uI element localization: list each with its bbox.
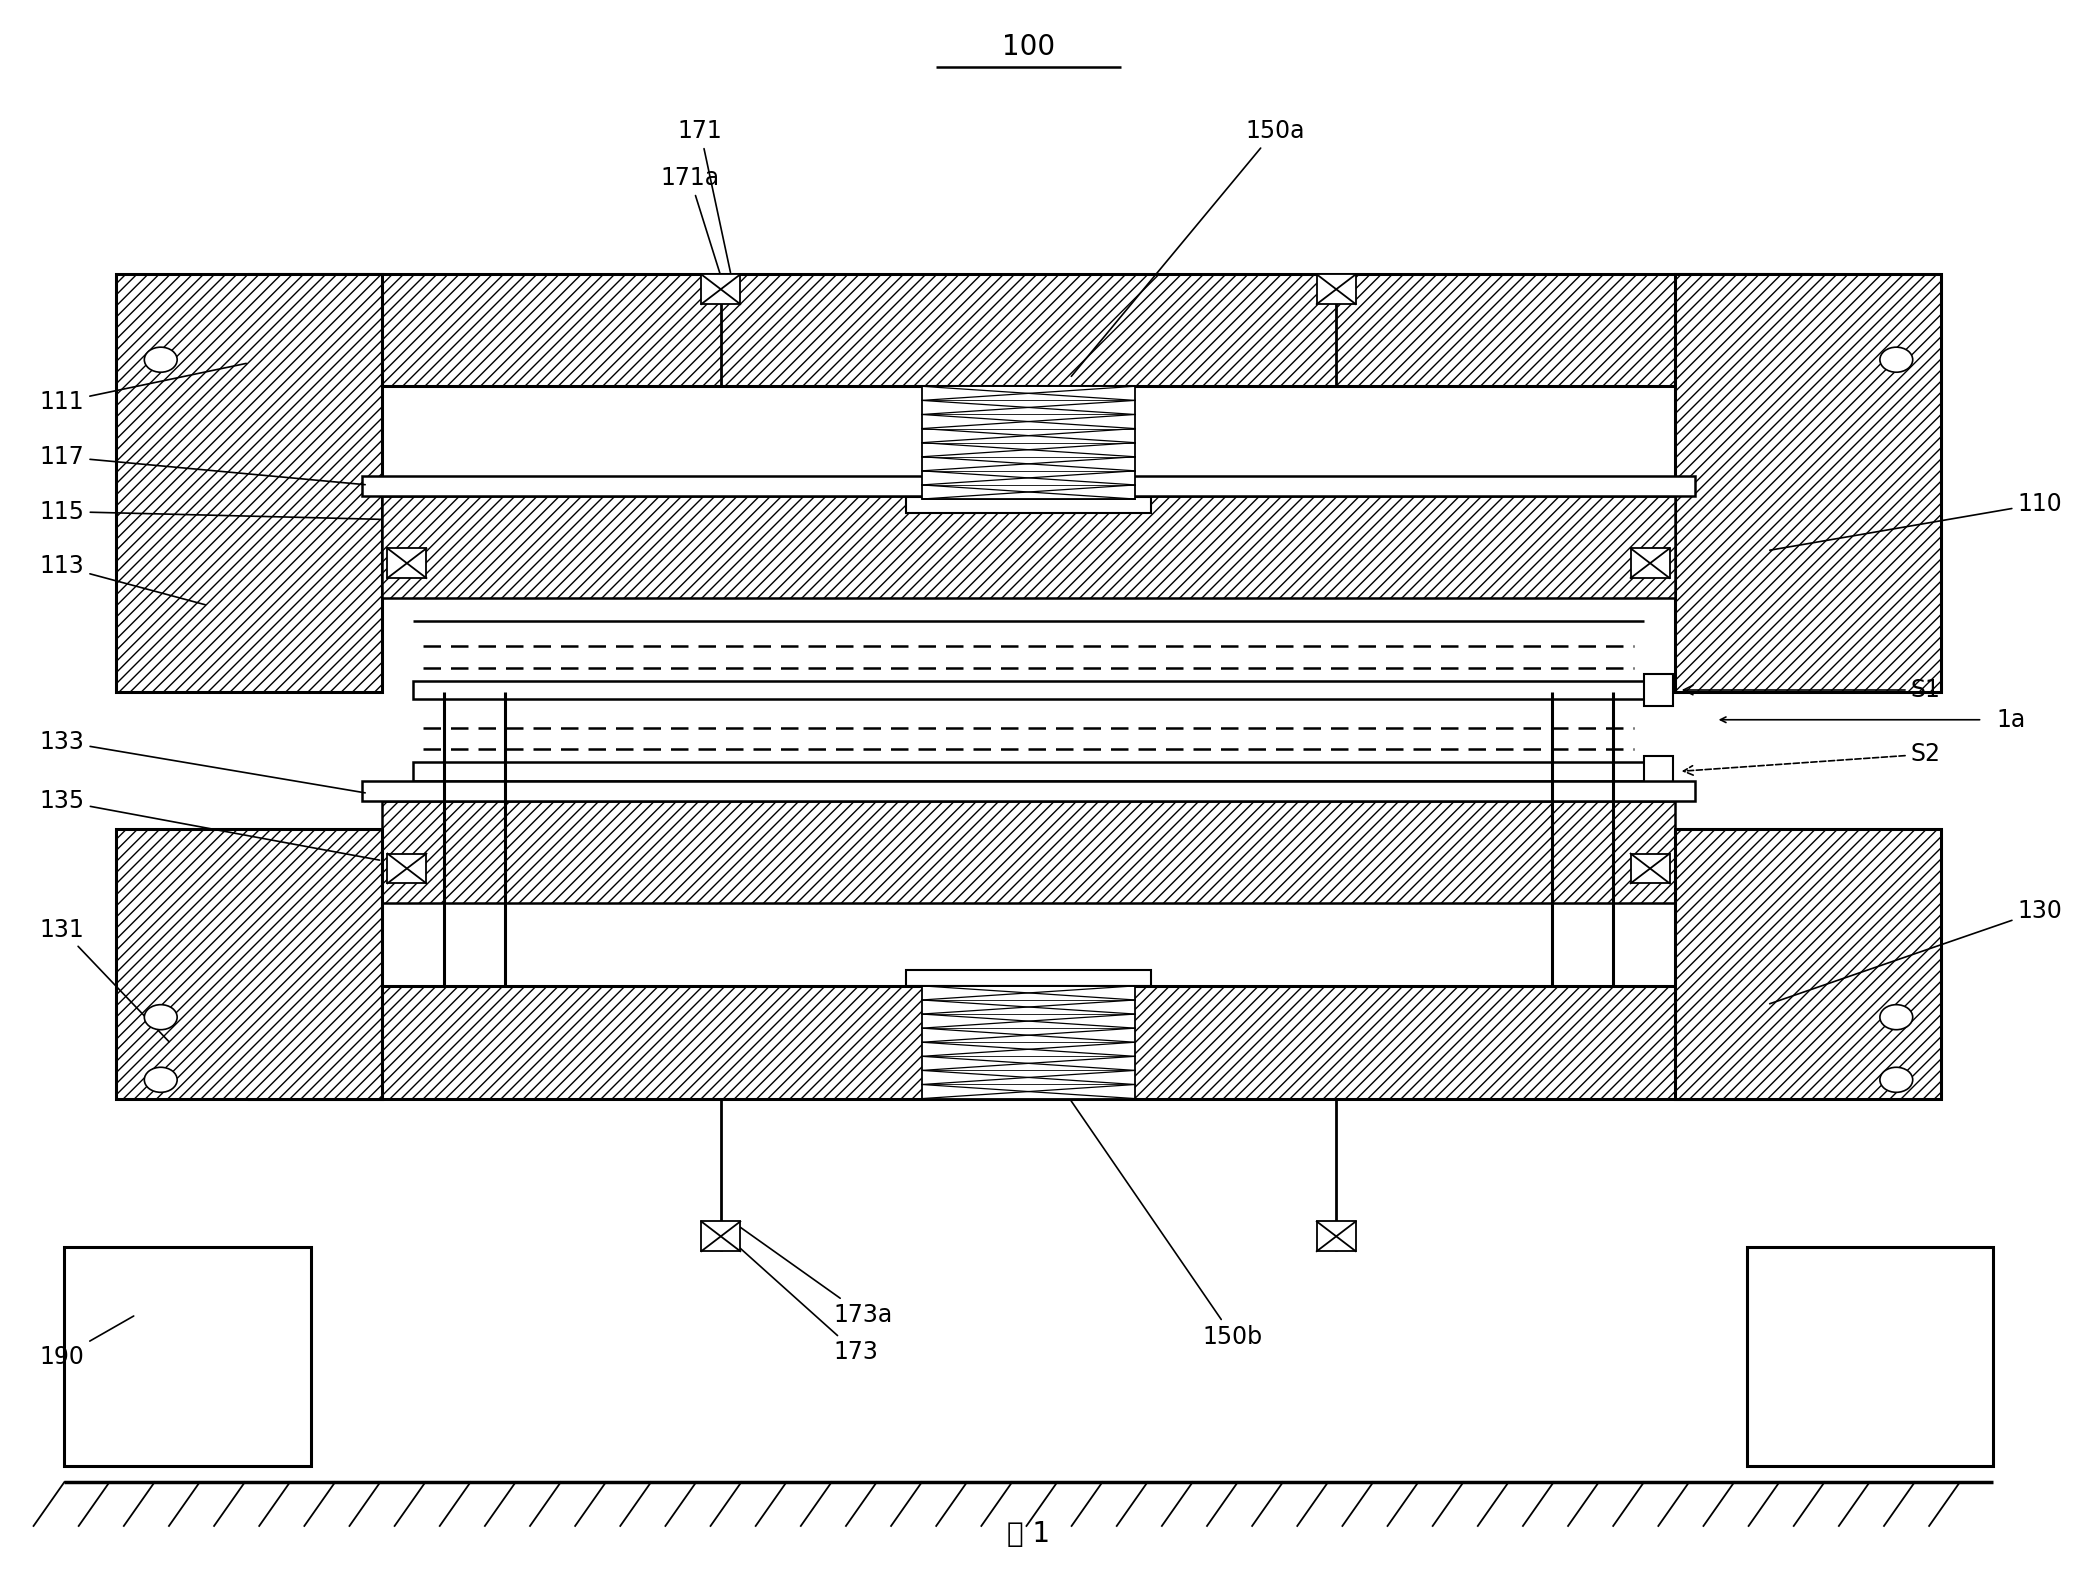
Text: 150b: 150b (1072, 1101, 1262, 1348)
Bar (413, 680, 1644, 699)
Bar (249, 987, 1808, 1098)
Text: 1a: 1a (1996, 709, 2025, 732)
Circle shape (1880, 1067, 1913, 1092)
Bar (906, 971, 1151, 987)
Text: 100: 100 (1001, 33, 1055, 61)
Text: 173: 173 (730, 1238, 879, 1364)
Text: 171: 171 (678, 119, 730, 272)
Text: 133: 133 (39, 729, 365, 793)
Text: 173a: 173a (734, 1222, 893, 1326)
Bar (388, 548, 427, 578)
Bar (922, 987, 1136, 1098)
Text: 115: 115 (39, 500, 379, 523)
Bar (906, 498, 1151, 514)
Bar (922, 386, 1136, 500)
Bar (363, 781, 1696, 801)
Bar (701, 1222, 740, 1251)
Text: S2: S2 (1683, 742, 1940, 775)
Bar (363, 476, 1696, 496)
Text: 113: 113 (39, 555, 205, 605)
Bar (249, 273, 1808, 386)
Text: 111: 111 (39, 363, 247, 415)
Bar (64, 1247, 311, 1466)
Circle shape (145, 1067, 176, 1092)
Bar (1644, 674, 1673, 705)
Bar (1675, 273, 1942, 691)
Text: 150a: 150a (1072, 119, 1304, 377)
Bar (381, 801, 1675, 903)
Bar (1631, 853, 1669, 883)
Bar (1631, 548, 1669, 578)
Bar (116, 273, 381, 691)
Bar (1644, 756, 1673, 787)
Bar (1675, 829, 1942, 1098)
Bar (381, 496, 1675, 597)
Text: S1: S1 (1683, 679, 1940, 702)
Bar (701, 275, 740, 305)
Bar (413, 762, 1644, 781)
Circle shape (145, 347, 176, 372)
Text: 171a: 171a (661, 167, 723, 286)
Bar (1748, 1247, 1992, 1466)
Bar (1316, 1222, 1356, 1251)
Text: 131: 131 (39, 917, 170, 1042)
Bar (388, 853, 427, 883)
Text: 135: 135 (39, 789, 379, 861)
Text: 110: 110 (1770, 492, 2063, 550)
Circle shape (145, 1005, 176, 1029)
Text: 图 1: 图 1 (1007, 1519, 1051, 1547)
Text: 130: 130 (1770, 899, 2063, 1004)
Text: 190: 190 (39, 1316, 135, 1368)
Circle shape (1880, 1005, 1913, 1029)
Text: 117: 117 (39, 445, 365, 485)
Circle shape (1880, 347, 1913, 372)
Bar (1316, 275, 1356, 305)
Bar (116, 829, 381, 1098)
